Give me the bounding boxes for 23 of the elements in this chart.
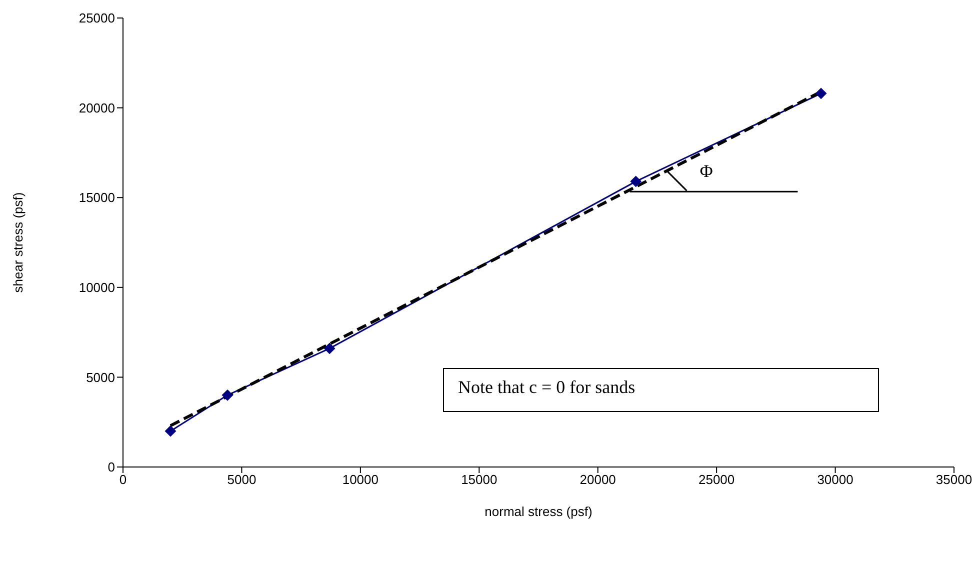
annotation: Note that c = 0 for sands [458, 377, 636, 398]
annotation: Φ [700, 160, 713, 182]
x-tick-label: 25000 [698, 472, 735, 488]
y-tick-label: 15000 [78, 190, 115, 206]
y-tick-label: 10000 [78, 280, 115, 296]
x-tick-label: 10000 [342, 472, 379, 488]
x-axis-title: normal stress (psf) [484, 504, 592, 520]
x-tick-label: 30000 [817, 472, 854, 488]
x-tick-label: 15000 [461, 472, 498, 488]
y-tick-label: 5000 [86, 370, 115, 385]
point [630, 176, 642, 187]
y-axis-title: shear stress (psf) [10, 192, 26, 293]
x-tick-label: 35000 [936, 472, 972, 488]
x-tick-label: 5000 [227, 472, 256, 488]
point [164, 426, 176, 437]
x-tick-label: 0 [119, 472, 127, 488]
y-tick-label: 20000 [78, 100, 115, 116]
y-tick-label: 0 [108, 460, 115, 475]
y-tick-label: 25000 [78, 10, 115, 26]
x-tick-label: 20000 [580, 472, 616, 488]
point [324, 342, 336, 354]
point [816, 88, 827, 99]
point [222, 390, 233, 401]
